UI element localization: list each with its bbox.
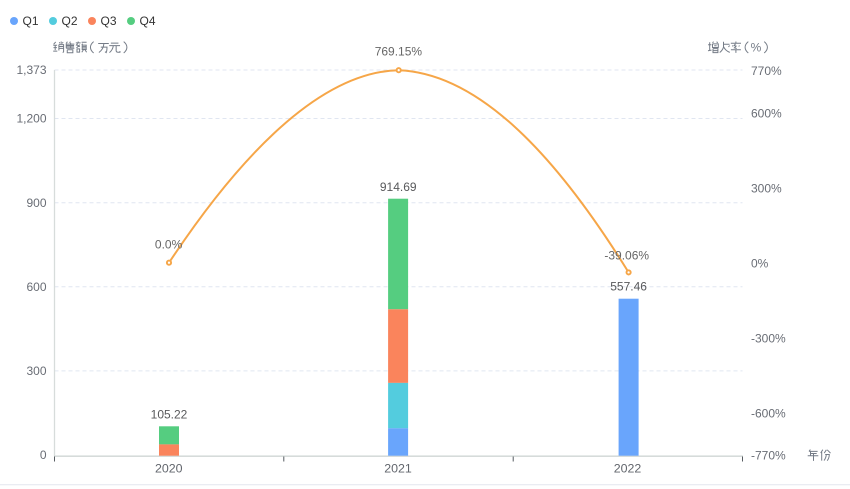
svg-text:Q3: Q3	[101, 14, 117, 28]
svg-text:-300%: -300%	[751, 331, 786, 345]
svg-text:770%: 770%	[751, 64, 782, 78]
svg-text:2021: 2021	[384, 462, 412, 476]
svg-text:300: 300	[26, 364, 46, 378]
svg-text:-39.06%: -39.06%	[604, 249, 649, 263]
svg-text:-770%: -770%	[751, 448, 786, 462]
svg-text:0.0%: 0.0%	[155, 237, 183, 251]
svg-text:2020: 2020	[155, 462, 183, 476]
svg-text:769.15%: 769.15%	[375, 45, 423, 59]
svg-text:2022: 2022	[614, 462, 642, 476]
svg-text:557.46: 557.46	[610, 280, 647, 294]
svg-text:0%: 0%	[751, 256, 769, 270]
svg-text:914.69: 914.69	[380, 180, 417, 194]
svg-text:Q2: Q2	[62, 14, 78, 28]
svg-text:900: 900	[26, 196, 46, 210]
svg-text:600: 600	[26, 280, 46, 294]
svg-text:300%: 300%	[751, 181, 782, 195]
svg-text:105.22: 105.22	[151, 408, 188, 422]
svg-text:1,373: 1,373	[16, 63, 46, 77]
svg-text:Q1: Q1	[23, 14, 39, 28]
svg-text:%: %	[751, 40, 762, 54]
svg-text:Q4: Q4	[140, 14, 156, 28]
svg-text:600%: 600%	[751, 106, 782, 120]
svg-text:0: 0	[40, 448, 47, 462]
svg-text:-600%: -600%	[751, 406, 786, 420]
svg-text:1,200: 1,200	[16, 112, 46, 126]
